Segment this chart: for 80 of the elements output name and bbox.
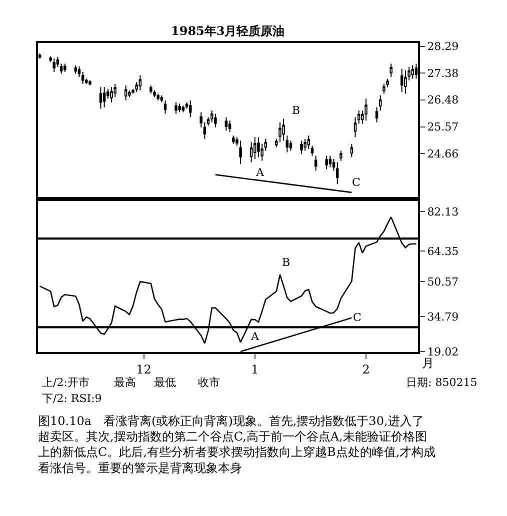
candlestick	[150, 84, 152, 94]
annotation: A	[255, 166, 265, 179]
candlestick	[164, 100, 167, 114]
candlestick	[239, 140, 242, 165]
y-tick-label: 82.13	[427, 206, 459, 219]
candlestick	[124, 84, 128, 101]
y-tick-label: 50.57	[427, 275, 459, 288]
candlestick	[382, 83, 386, 94]
candlestick	[102, 86, 106, 108]
candlestick	[340, 150, 342, 162]
candlestick	[52, 58, 56, 72]
candlestick	[307, 135, 310, 150]
x-tick-label: 2	[362, 362, 370, 376]
caption: 图10.10a 看涨背离(或称正向背离)现象。首先,摆动指数低于30,进入了超卖区。其次,摆动指数的第二个谷点C,高于前一个谷点A,未能验证价格图上的新低点C。此后,有些分析者要求摆动指数向上穿越B点处的峰值,才构成看涨信号。重要的警示是背离现象本身	[38, 414, 436, 475]
x-tick-label: 12	[136, 362, 152, 376]
y-tick-label: 34.79	[427, 310, 459, 324]
text: 下/2: RSI:9	[42, 392, 102, 405]
y-tick-label: 28.29	[427, 40, 459, 54]
candlestick	[278, 122, 282, 143]
candlestick	[390, 63, 392, 78]
candlestick	[182, 104, 185, 113]
x-axis-title: 月	[422, 356, 434, 370]
y-tick-label: 25.57	[427, 120, 459, 134]
text: 收市	[198, 376, 220, 389]
candlestick	[282, 118, 285, 142]
candlestick	[60, 63, 63, 74]
candlestick	[64, 63, 66, 72]
candlestick	[310, 145, 314, 156]
annotation: B	[292, 104, 300, 117]
candlestick	[364, 98, 368, 122]
x-tick-label: 1	[251, 362, 259, 376]
y-tick-label: 64.35	[427, 244, 459, 258]
candlestick	[375, 106, 378, 123]
candlestick	[99, 86, 102, 110]
y-tick-label: 26.48	[427, 94, 459, 107]
candlestick	[224, 116, 228, 132]
annotation: C	[353, 311, 362, 324]
text: 最高	[114, 376, 136, 389]
candlestick	[81, 72, 84, 84]
candlestick	[114, 83, 116, 98]
candlestick	[300, 140, 303, 154]
candlestick	[138, 74, 142, 91]
text: 最低	[154, 376, 176, 389]
candlestick	[404, 70, 407, 94]
y-tick-label: 24.66	[427, 148, 459, 161]
candlestick	[286, 135, 289, 153]
annotation: B	[282, 256, 290, 269]
candlestick	[214, 113, 217, 128]
candlestick	[88, 80, 92, 86]
candlestick	[178, 103, 181, 113]
candlestick	[328, 155, 332, 168]
candlestick	[254, 136, 256, 160]
candlestick	[314, 155, 318, 172]
candlestick	[110, 86, 113, 103]
line-series	[39, 216, 417, 344]
candlestick	[188, 100, 192, 118]
candlestick	[325, 155, 328, 170]
candlestick	[156, 93, 160, 101]
candlestick	[74, 64, 78, 74]
candlestick	[257, 136, 260, 158]
candlestick	[78, 66, 81, 78]
candlestick	[174, 102, 178, 114]
candlestick	[153, 90, 156, 98]
text: 上/2:开市	[42, 376, 90, 389]
candlestick	[128, 90, 131, 98]
candlestick	[228, 120, 232, 133]
candlestick	[304, 138, 306, 152]
chart-title: 1985年3月轻质原油	[171, 24, 285, 38]
candlestick	[160, 94, 164, 103]
y-tick-label: 19.02	[427, 345, 459, 358]
candlestick	[350, 143, 354, 158]
candlestick	[411, 64, 414, 80]
annotation: A	[250, 330, 260, 343]
candlestick	[336, 162, 339, 185]
annotation: C	[352, 176, 360, 189]
candlestick	[232, 135, 235, 144]
y-tick-label: 27.38	[427, 67, 459, 80]
candlestick	[378, 94, 382, 111]
candlestick	[400, 68, 404, 93]
text: 日期: 850215	[406, 376, 478, 389]
